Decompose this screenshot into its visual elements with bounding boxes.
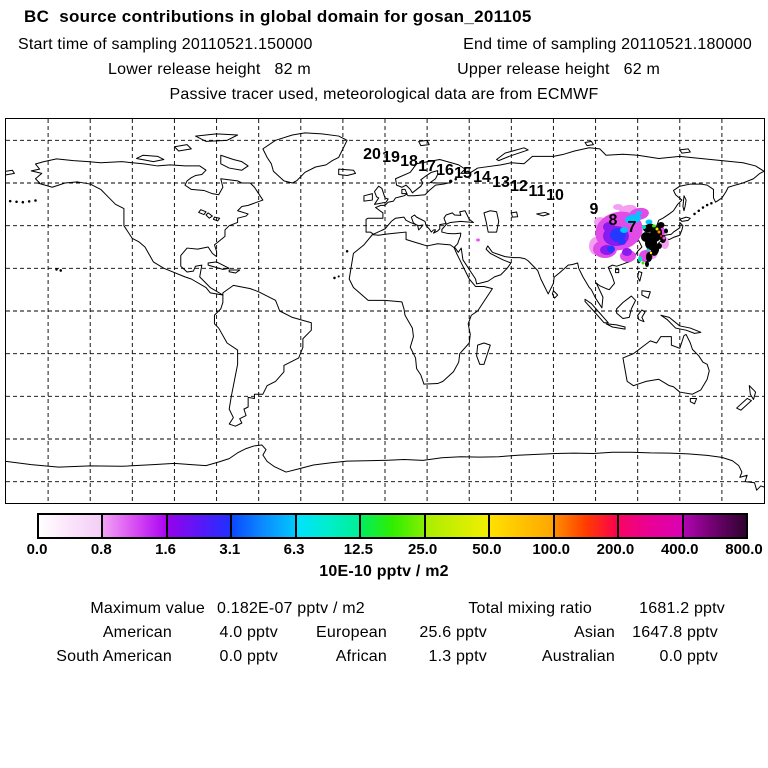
svg-text:13: 13	[492, 174, 510, 191]
colorbar-segment	[681, 515, 746, 537]
svg-text:19: 19	[382, 149, 400, 166]
svg-text:11: 11	[529, 183, 546, 200]
end-time-text: End time of sampling 20110521.180000	[463, 36, 752, 53]
colorbar-segment	[230, 515, 295, 537]
region-value-asian: 1647.8 pptv	[632, 624, 718, 641]
colorbar-segment	[617, 515, 682, 537]
trajectory-day-numbers: 20 19 18 17 16 15 14 13 12 11 10 98 7	[363, 146, 636, 236]
stats-summary-row: Maximum value 0.182E-07 pptv / m2 Total …	[0, 597, 768, 621]
colorbar-segment	[423, 515, 489, 537]
colorbar-tick-label: 800.0	[725, 541, 763, 558]
coastlines	[6, 133, 764, 490]
region-label-south-american: South American	[56, 648, 172, 665]
colorbar-tick-label: 6.3	[283, 541, 305, 558]
colorbar-tick-label: 12.5	[343, 541, 373, 558]
colorbar-unit-label: 10E-10 pptv / m2	[319, 563, 449, 580]
tracer-note-text: Passive tracer used, meteorological data…	[169, 86, 599, 103]
colorbar-segment	[165, 515, 231, 537]
svg-text:14: 14	[473, 169, 491, 186]
colorbar-tick-label: 0.8	[90, 541, 112, 558]
colorbar-tick-label: 400.0	[660, 541, 699, 558]
svg-text:16: 16	[436, 162, 454, 179]
svg-text:7: 7	[628, 219, 637, 236]
region-value-american: 4.0 pptv	[219, 624, 278, 641]
region-label-australian: Australian	[541, 648, 615, 665]
colorbar-tick-label: 50.0	[472, 541, 502, 558]
region-label-american: American	[102, 624, 172, 641]
graticule	[6, 119, 764, 503]
colorbar-tick-label: 3.1	[219, 541, 241, 558]
stats-block: Maximum value 0.182E-07 pptv / m2 Total …	[0, 597, 768, 669]
colorbar-tick-label: 100.0	[532, 541, 570, 558]
source-contribution-plume	[476, 204, 669, 267]
region-value-australian: 0.0 pptv	[659, 648, 718, 665]
region-label-african: African	[335, 648, 387, 665]
upper-release-height-text: Upper release height 62 m	[457, 61, 660, 78]
colorbar-tick-label: 200.0	[596, 541, 635, 558]
total-mixing-ratio-value: 1681.2 pptv	[639, 600, 725, 617]
colorbar-segment	[359, 515, 424, 537]
max-value: 0.182E-07 pptv / m2	[217, 600, 365, 617]
colorbar-tick-label: 0.0	[26, 541, 48, 558]
total-mixing-ratio-label: Total mixing ratio	[468, 600, 592, 617]
colorbar-segment	[294, 515, 360, 537]
region-label-european: European	[316, 624, 387, 641]
colorbar-segment	[488, 515, 553, 537]
colorbar-tick-label: 1.6	[155, 541, 176, 558]
region-value-south-american: 0.0 pptv	[219, 648, 278, 665]
region-value-european: 25.6 pptv	[419, 624, 487, 641]
region-value-african: 1.3 pptv	[428, 648, 487, 665]
region-contributions-grid: American 4.0 pptv European 25.6 pptv Asi…	[0, 621, 768, 669]
start-time-text: Start time of sampling 20110521.150000	[18, 36, 313, 53]
region-label-asian: Asian	[573, 624, 615, 641]
max-value-label: Maximum value	[90, 600, 205, 617]
svg-text:12: 12	[510, 178, 528, 195]
colorbar-tick-label: 25.0	[408, 541, 438, 558]
sampling-times-row: Start time of sampling 20110521.150000 E…	[18, 36, 752, 54]
svg-text:17: 17	[418, 158, 436, 175]
svg-text:15: 15	[454, 165, 472, 182]
svg-text:8: 8	[609, 212, 618, 229]
svg-text:9: 9	[590, 201, 599, 218]
plot-title: BC source contributions in global domain…	[24, 7, 532, 26]
colorbar-segment	[101, 515, 166, 537]
svg-text:20: 20	[363, 146, 381, 163]
world-map: 20 19 18 17 16 15 14 13 12 11 10 98 7	[5, 118, 765, 504]
colorbar-segment	[39, 515, 102, 537]
svg-text:10: 10	[546, 187, 564, 204]
svg-text:18: 18	[400, 153, 418, 170]
colorbar	[37, 513, 748, 539]
lower-release-height-text: Lower release height 82 m	[108, 61, 311, 78]
colorbar-tick-labels: 0.0 0.8 1.6 3.1 6.3 12.5 25.0 50.0 100.0 200.0 400…	[27, 541, 763, 559]
release-heights-row: Lower release height 82 m Upper release …	[0, 61, 768, 79]
colorbar-segment	[552, 515, 618, 537]
